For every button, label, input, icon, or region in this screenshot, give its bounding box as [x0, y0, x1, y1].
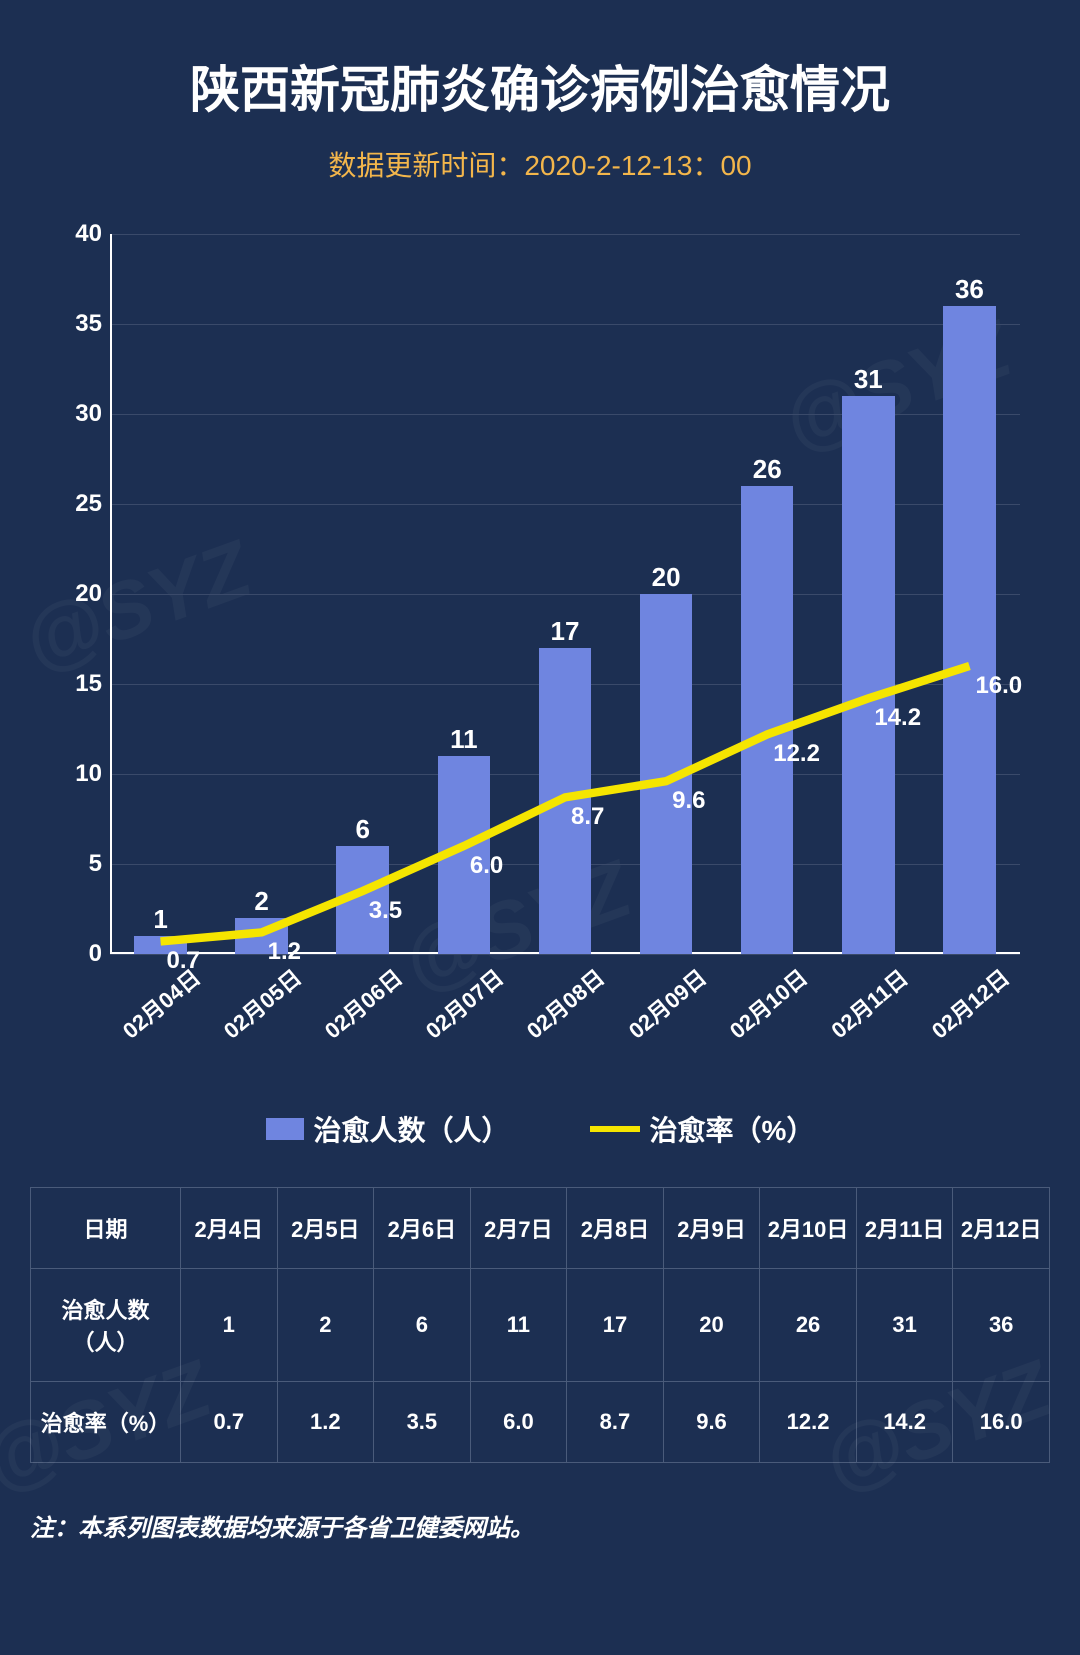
y-tick-label: 20	[60, 580, 102, 608]
plot-area: 051015202530354012611172026313602月04日02月…	[110, 234, 1020, 954]
legend-bar-label: 治愈人数（人）	[314, 1109, 510, 1149]
line-value-label: 16.0	[975, 672, 1022, 700]
x-tick-label: 02月11日	[819, 958, 917, 1048]
table-cell: 3.5	[374, 1382, 471, 1463]
table-cell: 治愈人数（人）	[31, 1269, 181, 1382]
table-cell: 治愈率（%）	[31, 1382, 181, 1463]
table-cell: 31	[856, 1269, 953, 1382]
table-cell: 1.2	[277, 1382, 374, 1463]
table-cell: 11	[470, 1269, 567, 1382]
y-tick-label: 30	[60, 400, 102, 428]
x-tick-label: 02月06日	[314, 958, 412, 1048]
table-header-cell: 2月11日	[856, 1188, 953, 1269]
line-value-label: 8.7	[571, 803, 604, 831]
table-cell: 36	[953, 1269, 1050, 1382]
line-value-label: 1.2	[268, 938, 301, 966]
y-tick-label: 40	[60, 220, 102, 248]
table-cell: 2	[277, 1269, 374, 1382]
line-value-label: 3.5	[369, 897, 402, 925]
table-row: 治愈人数（人）126111720263136	[31, 1269, 1050, 1382]
chart-area: 051015202530354012611172026313602月04日02月…	[50, 234, 1030, 1084]
table-header-cell: 2月6日	[374, 1188, 471, 1269]
line-value-label: 9.6	[672, 787, 705, 815]
legend-item-line: 治愈率（%）	[590, 1109, 815, 1149]
table-cell: 8.7	[567, 1382, 664, 1463]
table-cell: 6	[374, 1269, 471, 1382]
table-cell: 20	[663, 1269, 760, 1382]
table-cell: 6.0	[470, 1382, 567, 1463]
y-tick-label: 35	[60, 310, 102, 338]
line-value-label: 6.0	[470, 852, 503, 880]
line-value-label: 12.2	[773, 740, 820, 768]
legend-item-bar: 治愈人数（人）	[266, 1109, 510, 1149]
y-tick-label: 15	[60, 670, 102, 698]
legend-line-swatch	[590, 1126, 640, 1132]
page-title: 陕西新冠肺炎确诊病例治愈情况	[0, 0, 1080, 122]
legend-line-label: 治愈率（%）	[650, 1109, 815, 1149]
data-table: 日期2月4日2月5日2月6日2月7日2月8日2月9日2月10日2月11日2月12…	[30, 1187, 1050, 1463]
table-header-cell: 2月10日	[760, 1188, 857, 1269]
table-cell: 14.2	[856, 1382, 953, 1463]
table-header-cell: 2月9日	[663, 1188, 760, 1269]
y-tick-label: 25	[60, 490, 102, 518]
table-cell: 9.6	[663, 1382, 760, 1463]
table-cell: 16.0	[953, 1382, 1050, 1463]
data-table-wrap: 日期2月4日2月5日2月6日2月7日2月8日2月9日2月10日2月11日2月12…	[30, 1187, 1050, 1463]
y-tick-label: 5	[60, 850, 102, 878]
table-row: 治愈率（%）0.71.23.56.08.79.612.214.216.0	[31, 1382, 1050, 1463]
footnote: 注：本系列图表数据均来源于各省卫健委网站。	[30, 1508, 1050, 1543]
legend-bar-swatch	[266, 1118, 304, 1140]
table-header-cell: 2月8日	[567, 1188, 664, 1269]
line-path	[161, 666, 970, 941]
line-value-label: 14.2	[874, 704, 921, 732]
legend: 治愈人数（人） 治愈率（%）	[0, 1109, 1080, 1149]
table-cell: 0.7	[181, 1382, 278, 1463]
table-cell: 12.2	[760, 1382, 857, 1463]
y-tick-label: 10	[60, 760, 102, 788]
table-header-cell: 2月12日	[953, 1188, 1050, 1269]
table-cell: 26	[760, 1269, 857, 1382]
table-header-row: 日期2月4日2月5日2月6日2月7日2月8日2月9日2月10日2月11日2月12…	[31, 1188, 1050, 1269]
x-tick-label: 02月12日	[920, 958, 1018, 1048]
table-header-cell: 2月5日	[277, 1188, 374, 1269]
table-header-cell: 2月7日	[470, 1188, 567, 1269]
line-value-label: 0.7	[167, 947, 200, 975]
table-cell: 1	[181, 1269, 278, 1382]
x-tick-label: 02月09日	[617, 958, 715, 1048]
x-tick-label: 02月05日	[213, 958, 311, 1048]
table-header-cell: 日期	[31, 1188, 181, 1269]
table-cell: 17	[567, 1269, 664, 1382]
line-chart-svg	[110, 234, 1020, 954]
table-header-cell: 2月4日	[181, 1188, 278, 1269]
subtitle: 数据更新时间：2020-2-12-13：00	[0, 122, 1080, 184]
x-tick-label: 02月08日	[516, 958, 614, 1048]
gridline	[110, 954, 1020, 955]
x-labels: 02月04日02月05日02月06日02月07日02月08日02月09日02月1…	[110, 987, 1020, 1019]
x-tick-label: 02月10日	[718, 958, 816, 1048]
x-tick-label: 02月07日	[415, 958, 513, 1048]
y-tick-label: 0	[60, 940, 102, 968]
